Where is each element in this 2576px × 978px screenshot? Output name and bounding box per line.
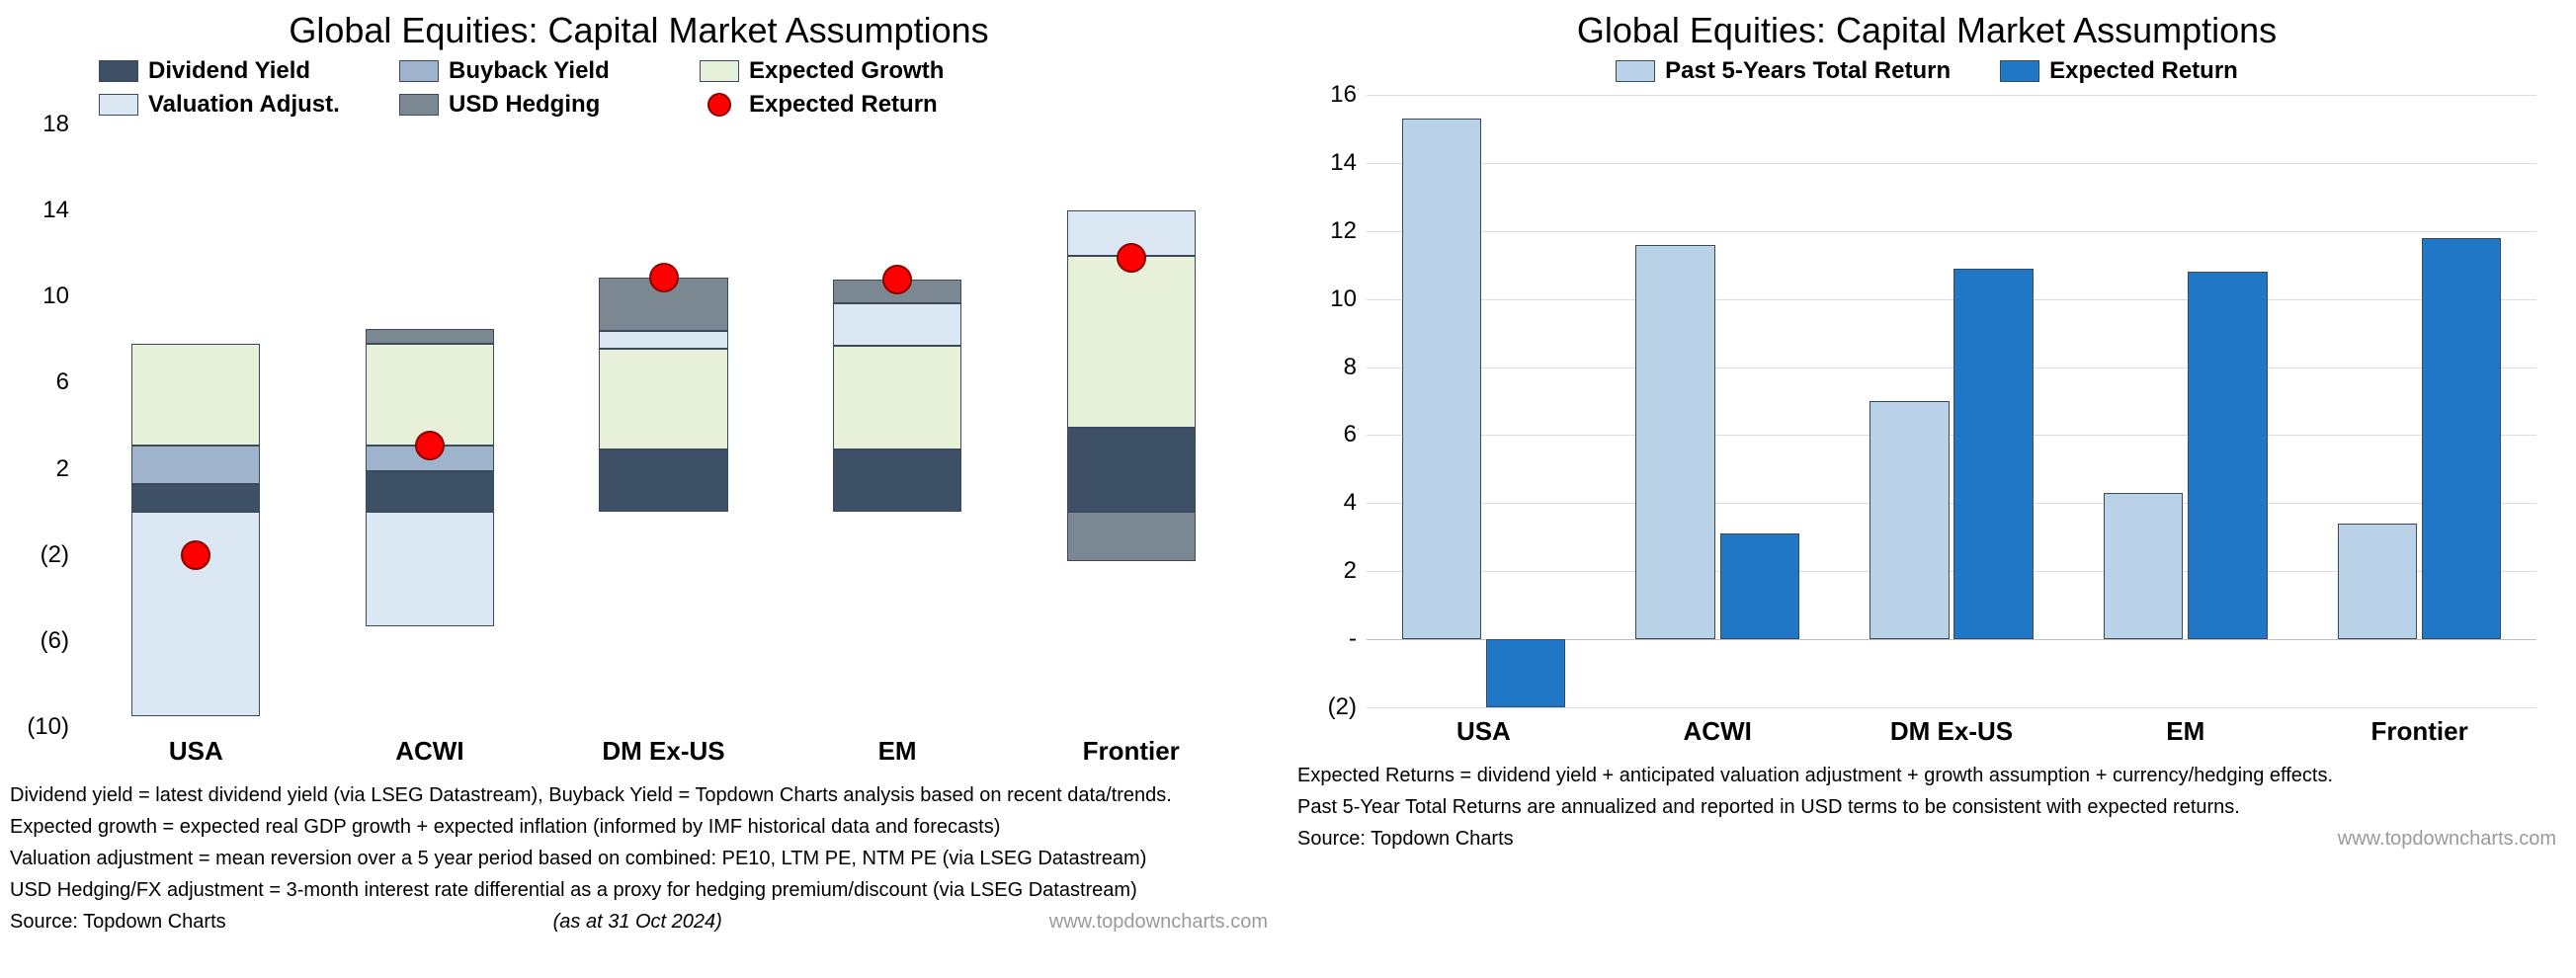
bar-seg-growth — [131, 344, 260, 445]
bar-past-return — [1402, 119, 1482, 639]
y-tick-label: (2) — [1297, 693, 1357, 721]
bar-seg-dividend — [1067, 428, 1196, 512]
expected-return-marker — [415, 431, 445, 460]
legend-item: USD Hedging — [399, 91, 676, 119]
y-tick-label: 12 — [1297, 217, 1357, 245]
expected-return-marker — [1117, 243, 1146, 273]
bar-seg-dividend — [599, 449, 727, 512]
bar-seg-hedging — [366, 329, 494, 344]
site-text: www.topdowncharts.com — [1049, 911, 1268, 934]
source-text: Source: Topdown Charts — [10, 911, 226, 934]
category-label: EM — [878, 736, 917, 767]
y-tick-label: (6) — [10, 627, 69, 655]
category-label: ACWI — [395, 736, 463, 767]
left-chart-title: Global Equities: Capital Market Assumpti… — [10, 10, 1268, 51]
y-tick-label: 8 — [1297, 354, 1357, 381]
left-panel: Global Equities: Capital Market Assumpti… — [0, 0, 1288, 978]
bar-expected-return — [2422, 238, 2502, 639]
right-legend: Past 5-Years Total Return Expected Retur… — [1297, 57, 2556, 85]
bar-past-return — [1635, 245, 1715, 640]
right-source-line: Source: Topdown Charts www.topdowncharts… — [1297, 828, 2556, 851]
y-tick-label: 4 — [1297, 489, 1357, 517]
category-label: USA — [1456, 716, 1511, 747]
legend-item: Past 5-Years Total Return — [1616, 57, 1951, 85]
category-label: EM — [2166, 716, 2204, 747]
bar-expected-return — [1720, 533, 1800, 639]
y-tick-label: 10 — [10, 283, 69, 310]
bar-seg-dividend — [131, 484, 260, 512]
footnote: Valuation adjustment = mean reversion ov… — [10, 844, 1268, 873]
footnote: USD Hedging/FX adjustment = 3-month inte… — [10, 875, 1268, 905]
right-plot: (2)-246810121416USAACWIDM Ex-USEMFrontie… — [1297, 95, 2556, 747]
y-tick-label: 2 — [1297, 557, 1357, 585]
legend-label: Expected Return — [749, 91, 938, 119]
left-footnotes: Dividend yield = latest dividend yield (… — [10, 780, 1268, 905]
category-label: Frontier — [1083, 736, 1180, 767]
right-chart-title: Global Equities: Capital Market Assumpti… — [1297, 10, 2556, 51]
bar-seg-growth — [1067, 256, 1196, 428]
y-tick-label: 14 — [10, 197, 69, 224]
y-tick-label: 16 — [1297, 81, 1357, 109]
legend-label: Past 5-Years Total Return — [1665, 57, 1951, 85]
bar-past-return — [2104, 493, 2184, 639]
bar-past-return — [1870, 401, 1950, 639]
y-tick-label: 14 — [1297, 149, 1357, 177]
footnote: Past 5-Year Total Returns are annualized… — [1297, 792, 2556, 822]
bar-expected-return — [2188, 272, 2268, 639]
left-legend: Dividend Yield Buyback Yield Expected Gr… — [99, 57, 1268, 119]
bar-expected-return — [1953, 269, 2034, 639]
category-label: ACWI — [1684, 716, 1752, 747]
footnote: Expected growth = expected real GDP grow… — [10, 812, 1268, 842]
category-label: USA — [169, 736, 223, 767]
bar-seg-growth — [599, 349, 727, 449]
site-text: www.topdowncharts.com — [2338, 828, 2556, 851]
legend-item: Buyback Yield — [399, 57, 676, 85]
legend-item: Expected Return — [700, 91, 976, 119]
legend-label: Buyback Yield — [449, 57, 610, 85]
source-text: Source: Topdown Charts — [1297, 828, 1514, 851]
legend-item: Valuation Adjust. — [99, 91, 375, 119]
bar-seg-buyback — [131, 446, 260, 484]
bar-past-return — [2338, 524, 2418, 639]
expected-return-marker — [882, 265, 912, 294]
y-tick-label: 10 — [1297, 285, 1357, 313]
footnote: Dividend yield = latest dividend yield (… — [10, 780, 1268, 810]
bar-seg-hedging — [1067, 512, 1196, 561]
legend-item: Expected Growth — [700, 57, 976, 85]
bar-seg-dividend — [366, 471, 494, 512]
legend-label: Dividend Yield — [148, 57, 310, 85]
legend-label: Valuation Adjust. — [148, 91, 340, 119]
left-source-line: Source: Topdown Charts (as at 31 Oct 202… — [10, 911, 1268, 934]
y-tick-label: - — [1297, 625, 1357, 653]
bar-seg-dividend — [833, 449, 961, 512]
expected-return-marker — [649, 263, 679, 292]
category-label: Frontier — [2370, 716, 2467, 747]
legend-item: Dividend Yield — [99, 57, 375, 85]
y-tick-label: 2 — [10, 455, 69, 483]
as-at-text: (as at 31 Oct 2024) — [553, 911, 722, 934]
right-panel: Global Equities: Capital Market Assumpti… — [1288, 0, 2576, 978]
bar-seg-valuation — [833, 303, 961, 347]
y-tick-label: (10) — [10, 713, 69, 741]
bar-seg-valuation — [599, 331, 727, 348]
category-label: DM Ex-US — [1890, 716, 2013, 747]
legend-item: Expected Return — [2000, 57, 2238, 85]
footnote: Expected Returns = dividend yield + anti… — [1297, 761, 2556, 790]
left-plot: (10)(6)(2)26101418USAACWIDM Ex-USEMFront… — [10, 124, 1268, 767]
bar-expected-return — [1486, 639, 1566, 707]
y-tick-label: 6 — [10, 368, 69, 396]
bar-seg-growth — [833, 346, 961, 449]
legend-marker-icon — [707, 93, 731, 117]
right-footnotes: Expected Returns = dividend yield + anti… — [1297, 761, 2556, 822]
y-tick-label: 18 — [10, 111, 69, 138]
legend-label: Expected Return — [2049, 57, 2238, 85]
legend-label: USD Hedging — [449, 91, 600, 119]
expected-return-marker — [181, 540, 210, 570]
bar-seg-valuation — [366, 512, 494, 625]
y-tick-label: 6 — [1297, 421, 1357, 448]
legend-label: Expected Growth — [749, 57, 944, 85]
category-label: DM Ex-US — [602, 736, 724, 767]
y-tick-label: (2) — [10, 541, 69, 569]
